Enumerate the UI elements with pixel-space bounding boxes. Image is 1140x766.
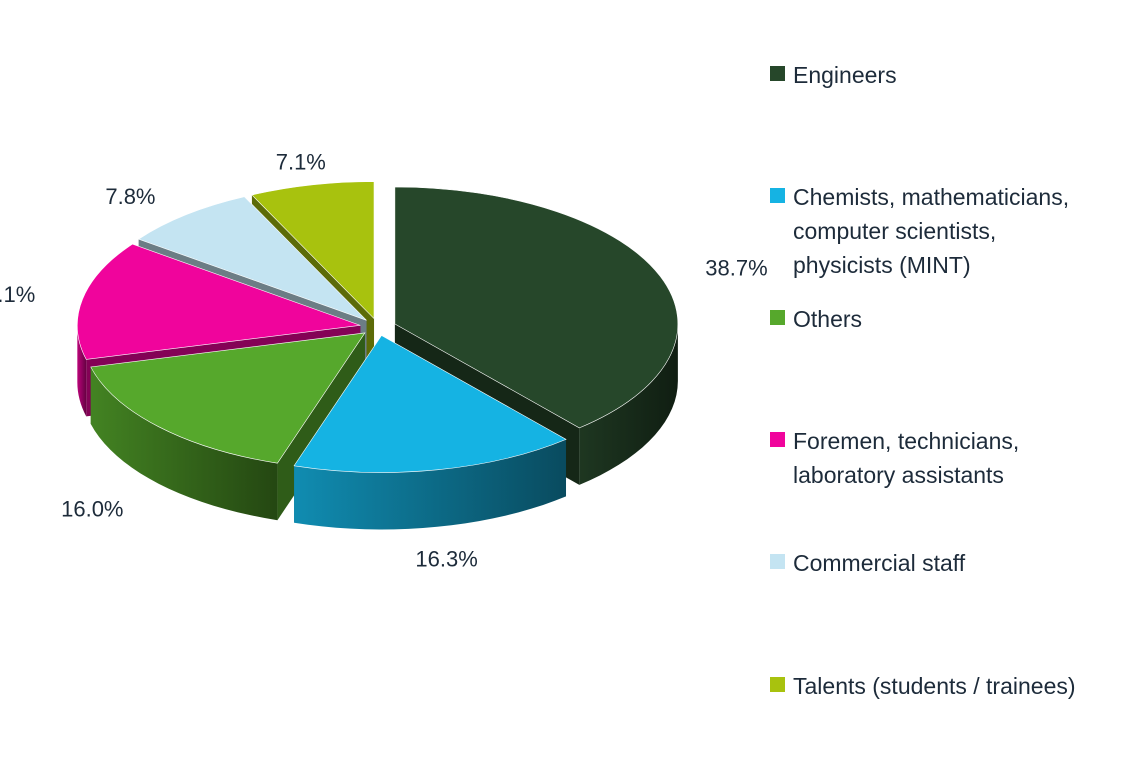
pie-slice-rim — [90, 366, 278, 521]
data-label: 14.1% — [0, 282, 35, 307]
data-label: 7.1% — [276, 149, 326, 174]
legend-swatch — [770, 66, 785, 81]
data-label: 7.8% — [105, 184, 155, 209]
legend-label: Chemists, mathematicians, computer scien… — [793, 184, 1070, 278]
pie-slice-rim — [77, 325, 87, 417]
pie-slice — [77, 243, 361, 360]
legend-swatch — [770, 677, 785, 692]
data-label: 38.7% — [705, 255, 767, 280]
pie-slice-rim — [579, 324, 678, 485]
legend-item-engineers: Engineers — [770, 58, 1130, 92]
legend-item-commercial: Commercial staff — [770, 546, 1130, 580]
data-label: 16.3% — [415, 547, 477, 572]
legend-label: Engineers — [793, 62, 897, 88]
legend-swatch — [770, 554, 785, 569]
pie-chart-svg: 38.7% 16.3% 16.0% 14.1% 7.8% 7.1% — [0, 149, 768, 572]
legend-label: Foremen, technicians, laboratory assista… — [793, 428, 1020, 488]
chart-legend: Engineers Chemists, mathematicians, comp… — [770, 0, 1130, 761]
pie-slice-rim — [294, 439, 567, 530]
legend-swatch — [770, 310, 785, 325]
legend-swatch — [770, 432, 785, 447]
pie-slice — [394, 186, 679, 429]
legend-label: Talents (students / trainees) — [793, 673, 1076, 699]
pie-slice — [293, 335, 567, 473]
pie-slice — [137, 196, 367, 321]
legend-item-mint: Chemists, mathematicians, computer scien… — [770, 180, 1130, 282]
data-label: 16.0% — [61, 497, 123, 522]
legend-item-foremen: Foremen, technicians, laboratory assista… — [770, 424, 1130, 492]
pie-slice — [90, 332, 366, 464]
legend-swatch — [770, 188, 785, 203]
pie-slice — [251, 181, 375, 320]
legend-label: Commercial staff — [793, 550, 966, 576]
legend-label: Others — [793, 306, 863, 332]
legend-item-others: Others — [770, 302, 1130, 336]
legend-item-talents: Talents (students / trainees) — [770, 669, 1130, 703]
